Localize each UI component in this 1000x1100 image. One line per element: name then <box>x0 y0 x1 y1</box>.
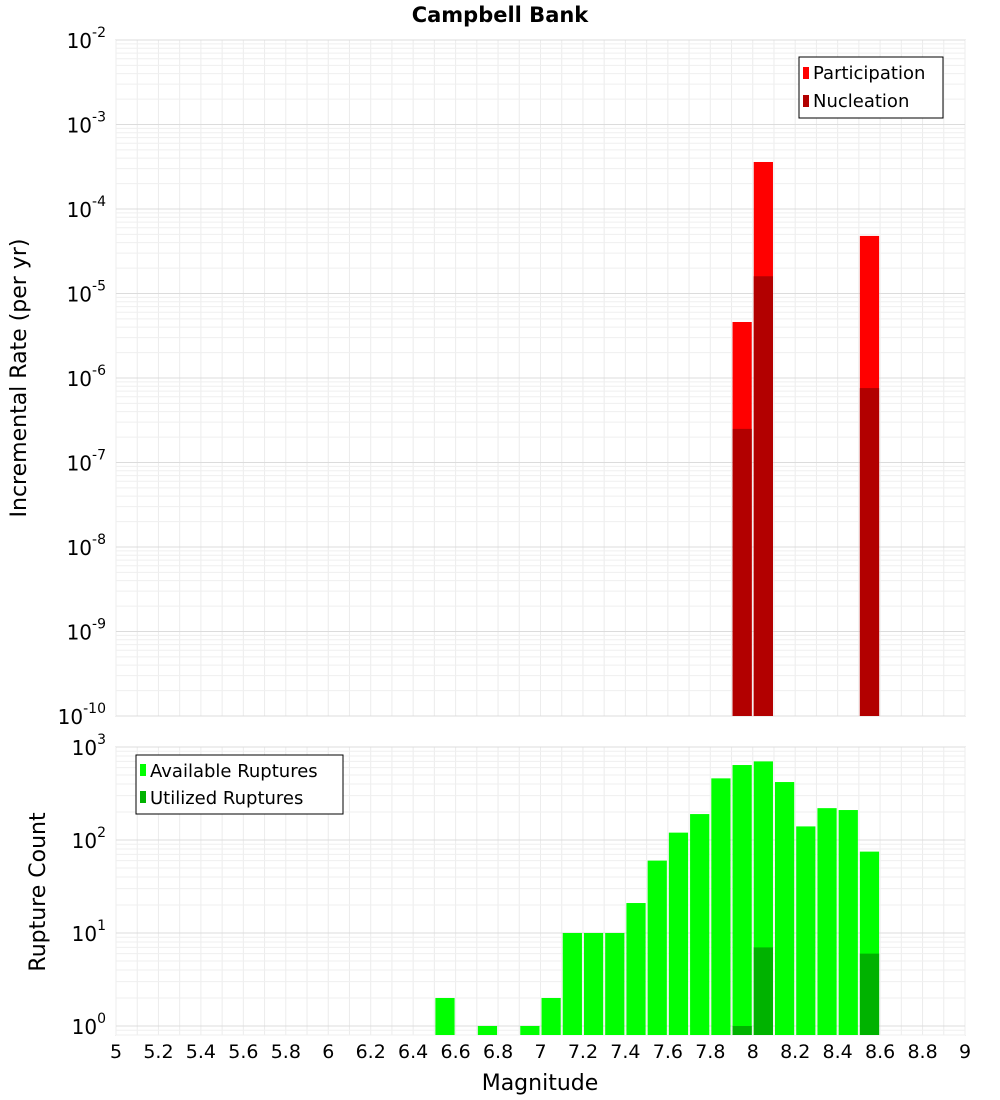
x-tick-label: 8.4 <box>823 1041 853 1063</box>
x-tick-label: 5.2 <box>143 1041 173 1063</box>
legend-swatch-nucleation <box>803 95 809 107</box>
legend-swatch-available-ruptures <box>140 764 146 776</box>
x-tick-label: 5.4 <box>186 1041 216 1063</box>
bar-available-ruptures <box>605 932 625 1035</box>
bar-available-ruptures <box>583 932 604 1035</box>
y-tick-label: 10-3 <box>67 110 106 138</box>
bar-available-ruptures <box>711 778 731 1035</box>
bar-available-ruptures <box>435 997 455 1035</box>
count-y-ticks: 100 101 102 103 <box>72 732 106 1039</box>
legend-label-utilized-ruptures: Utilized Ruptures <box>150 788 303 809</box>
bar-available-ruptures <box>732 765 752 1035</box>
bar-available-ruptures <box>477 1025 498 1035</box>
bar-available-ruptures <box>668 832 689 1035</box>
bar-nucleation <box>859 388 880 716</box>
count-legend-box <box>135 754 344 815</box>
legend-label-participation: Participation <box>813 63 925 84</box>
rate-bars <box>732 161 880 716</box>
chart-title: Campbell Bank <box>412 3 590 27</box>
y-tick-label: 10-4 <box>67 194 107 222</box>
bar-available-ruptures <box>647 860 667 1035</box>
y-tick-label: 100 <box>72 1011 106 1039</box>
count-panel: 100 101 102 103 5 5.2 5.4 5.6 5.8 6 6.2 6.4 6.6 6.8 7… <box>26 732 971 1096</box>
x-tick-label: 8.2 <box>780 1041 810 1063</box>
rate-legend: Participation Nucleation <box>798 56 944 119</box>
legend-label-available-ruptures: Available Ruptures <box>150 761 318 782</box>
legend-swatch-utilized-ruptures <box>140 791 146 803</box>
bar-nucleation <box>732 428 752 716</box>
x-tick-label: 6.4 <box>398 1041 428 1063</box>
bar-utilized-ruptures <box>859 953 880 1035</box>
y-tick-label: 10-8 <box>67 532 106 560</box>
legend-swatch-participation <box>803 67 809 79</box>
x-tick-label: 7 <box>534 1041 546 1063</box>
x-axis-label: Magnitude <box>482 1071 599 1096</box>
y-tick-label: 10-9 <box>67 617 106 645</box>
bar-utilized-ruptures <box>732 1025 752 1035</box>
x-tick-label: 6.8 <box>483 1041 513 1063</box>
rate-gridlines <box>115 39 966 717</box>
bar-available-ruptures <box>690 814 710 1035</box>
x-tick-label: 7.6 <box>653 1041 683 1063</box>
y-tick-label: 10-6 <box>67 363 107 391</box>
bar-available-ruptures <box>520 1025 540 1035</box>
count-x-ticks: 5 5.2 5.4 5.6 5.8 6 6.2 6.4 6.6 6.8 7 7.2 7.4 7.6 7.8 8… <box>110 1041 971 1063</box>
bar-available-ruptures <box>817 808 837 1035</box>
rate-y-axis-label: Incremental Rate (per yr) <box>7 239 32 518</box>
bar-utilized-ruptures <box>753 947 773 1035</box>
x-tick-label: 6.6 <box>440 1041 470 1063</box>
x-tick-label: 6 <box>322 1041 334 1063</box>
count-gridlines <box>115 746 966 1036</box>
x-tick-label: 6.2 <box>356 1041 386 1063</box>
x-tick-label: 5.8 <box>271 1041 301 1063</box>
bar-available-ruptures <box>796 826 816 1035</box>
y-tick-label: 10-2 <box>67 25 106 53</box>
rate-panel: 10-10 10-9 10-8 10-7 10-6 10-5 10-4 10-3 10-2 Ca… <box>7 3 966 729</box>
bar-available-ruptures <box>838 810 858 1035</box>
x-tick-label: 7.2 <box>568 1041 598 1063</box>
x-tick-label: 7.4 <box>610 1041 640 1063</box>
x-tick-label: 9 <box>959 1041 971 1063</box>
rate-legend-box <box>798 56 944 119</box>
x-tick-label: 5 <box>110 1041 122 1063</box>
y-tick-label: 102 <box>72 825 106 853</box>
count-y-axis-label: Rupture Count <box>26 812 51 972</box>
x-tick-label: 8.8 <box>907 1041 937 1063</box>
bar-available-ruptures <box>626 903 646 1035</box>
y-tick-label: 103 <box>72 732 106 760</box>
count-legend: Available Ruptures Utilized Ruptures <box>135 754 344 815</box>
y-tick-label: 10-5 <box>67 279 106 307</box>
legend-label-nucleation: Nucleation <box>813 91 909 112</box>
bar-available-ruptures <box>774 782 795 1035</box>
x-tick-label: 7.8 <box>695 1041 725 1063</box>
y-tick-label: 10-10 <box>58 701 106 729</box>
x-tick-label: 8.6 <box>865 1041 895 1063</box>
rate-y-ticks: 10-10 10-9 10-8 10-7 10-6 10-5 10-4 10-3 10-2 <box>58 25 106 729</box>
x-tick-label: 5.6 <box>228 1041 258 1063</box>
y-tick-label: 10-7 <box>67 448 106 476</box>
bar-available-ruptures <box>541 997 561 1035</box>
x-tick-label: 8 <box>747 1041 759 1063</box>
bar-nucleation <box>753 276 773 716</box>
count-bars <box>435 761 880 1035</box>
y-tick-label: 101 <box>72 918 106 946</box>
bar-available-ruptures <box>562 932 582 1035</box>
